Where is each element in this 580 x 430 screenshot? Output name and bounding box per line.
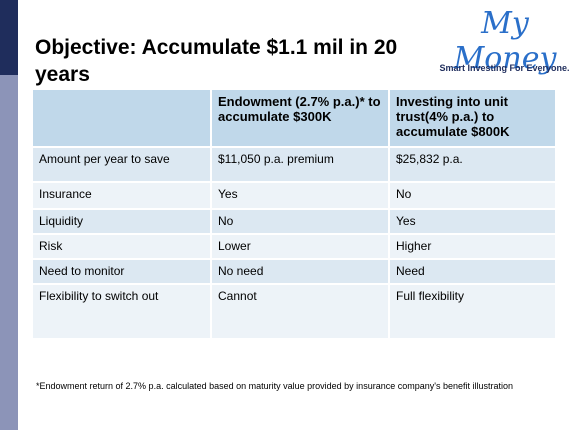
row-label: Flexibility to switch out xyxy=(33,285,212,340)
table-cell: Full flexibility xyxy=(390,285,557,340)
table-cell: Lower xyxy=(212,235,390,260)
table-cell: Yes xyxy=(212,183,390,210)
table-cell: $11,050 p.a. premium xyxy=(212,148,390,183)
header-cell: Investing into unit trust(4% p.a.) to ac… xyxy=(390,90,557,148)
title: Objective: Accumulate $1.1 mil in 20 yea… xyxy=(35,36,398,86)
table-cell: $25,832 p.a. xyxy=(390,148,557,183)
logo-tagline: Smart Investing For Everyone. xyxy=(439,63,570,73)
row-label: Need to monitor xyxy=(33,260,212,285)
table-cell: Need xyxy=(390,260,557,285)
table-cell: No need xyxy=(212,260,390,285)
side-bar xyxy=(0,75,18,430)
logo-name: My Money xyxy=(453,6,557,76)
side-bar-top xyxy=(0,0,18,75)
header-cell xyxy=(33,90,212,148)
table-cell: No xyxy=(212,210,390,235)
footnote: *Endowment return of 2.7% p.a. calculate… xyxy=(36,381,513,391)
row-label: Amount per year to save xyxy=(33,148,212,183)
row-label: Risk xyxy=(33,235,212,260)
row-label: Liquidity xyxy=(33,210,212,235)
table-cell: Yes xyxy=(390,210,557,235)
table-cell: Higher xyxy=(390,235,557,260)
header-cell: Endowment (2.7% p.a.)* to accumulate $30… xyxy=(212,90,390,148)
table-cell: Cannot xyxy=(212,285,390,340)
row-label: Insurance xyxy=(33,183,212,210)
table-cell: No xyxy=(390,183,557,210)
